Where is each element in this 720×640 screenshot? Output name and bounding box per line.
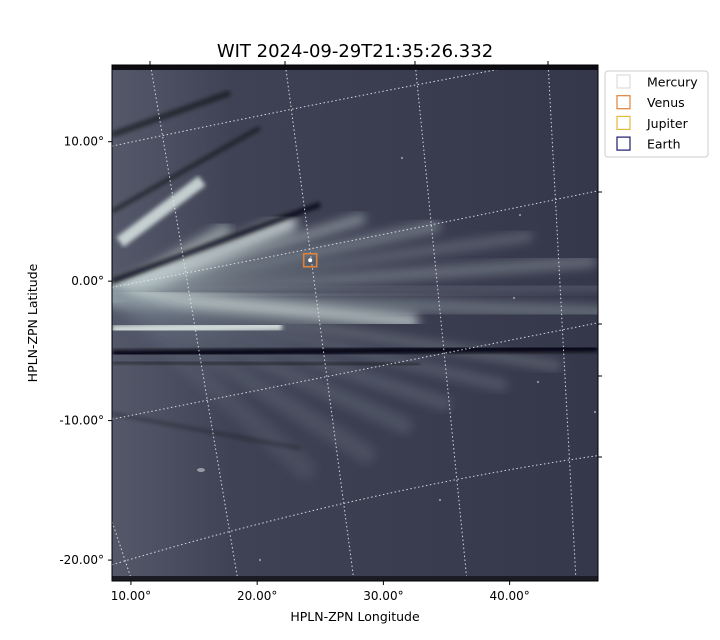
- dark-lane: [112, 344, 598, 358]
- dark-lane: [112, 126, 261, 214]
- bright-streamer-upper: [116, 175, 206, 247]
- grid-line: [547, 65, 577, 581]
- planet-markers: [302, 252, 318, 268]
- dark-lane: [112, 90, 232, 138]
- streamer-ray: [112, 255, 597, 302]
- legend-label-mercury: Mercury: [647, 75, 698, 90]
- y-tick-label: 10.00°: [64, 135, 104, 149]
- legend: Mercury Venus Jupiter Earth: [604, 70, 709, 158]
- background-star: [512, 296, 516, 300]
- dark-lane: [112, 360, 421, 367]
- y-tick-label: 0.00°: [71, 274, 104, 288]
- grid-line: [112, 455, 598, 566]
- legend-swatch-jupiter: [616, 115, 631, 131]
- plot-area: [112, 65, 598, 581]
- legend-frame: [604, 70, 709, 158]
- dark-lane: [112, 412, 301, 450]
- top-edge-band: [112, 65, 598, 70]
- background-star: [518, 213, 522, 217]
- legend-label-venus: Venus: [647, 95, 685, 110]
- legend-label-earth: Earth: [647, 137, 681, 152]
- dark-lane: [112, 202, 321, 284]
- legend-label-jupiter: Jupiter: [646, 116, 689, 131]
- grid-line: [414, 65, 468, 581]
- y-axis-label: HPLN-ZPN Latitude: [25, 263, 40, 382]
- axes-frame: [111, 64, 599, 582]
- bottom-edge-band: [112, 576, 598, 581]
- y-tick-label: -10.00°: [59, 414, 104, 428]
- y-tick-label: -20.00°: [59, 553, 104, 567]
- x-tick-label: 20.00°: [237, 589, 277, 603]
- x-tick-label: 40.00°: [489, 589, 529, 603]
- axis-ticks: 10.00° 20.00° 30.00° 40.00° 10.00° 0.00° -10.0…: [59, 61, 602, 603]
- venus-marker: [302, 252, 318, 268]
- streamer-ray: [112, 285, 316, 480]
- background-star: [536, 380, 540, 384]
- background-star: [593, 410, 597, 414]
- chart-title: WIT 2024-09-29T21:35:26.332: [217, 41, 493, 62]
- grid-line: [284, 65, 355, 581]
- legend-swatch-venus: [616, 95, 631, 110]
- legend-swatch-earth: [616, 136, 631, 151]
- bright-streamer-core: [112, 320, 283, 335]
- background-star: [400, 156, 404, 160]
- legend-swatch-mercury: [616, 74, 631, 89]
- background-star: [438, 498, 442, 502]
- background-star: [197, 468, 205, 472]
- venus-point: [308, 258, 313, 263]
- coronal-streamers: [112, 90, 598, 562]
- background-star: [258, 558, 262, 562]
- x-tick-label: 10.00°: [111, 589, 151, 603]
- x-tick-label: 30.00°: [363, 589, 403, 603]
- x-axis-label: HPLN-ZPN Longitude: [290, 609, 420, 624]
